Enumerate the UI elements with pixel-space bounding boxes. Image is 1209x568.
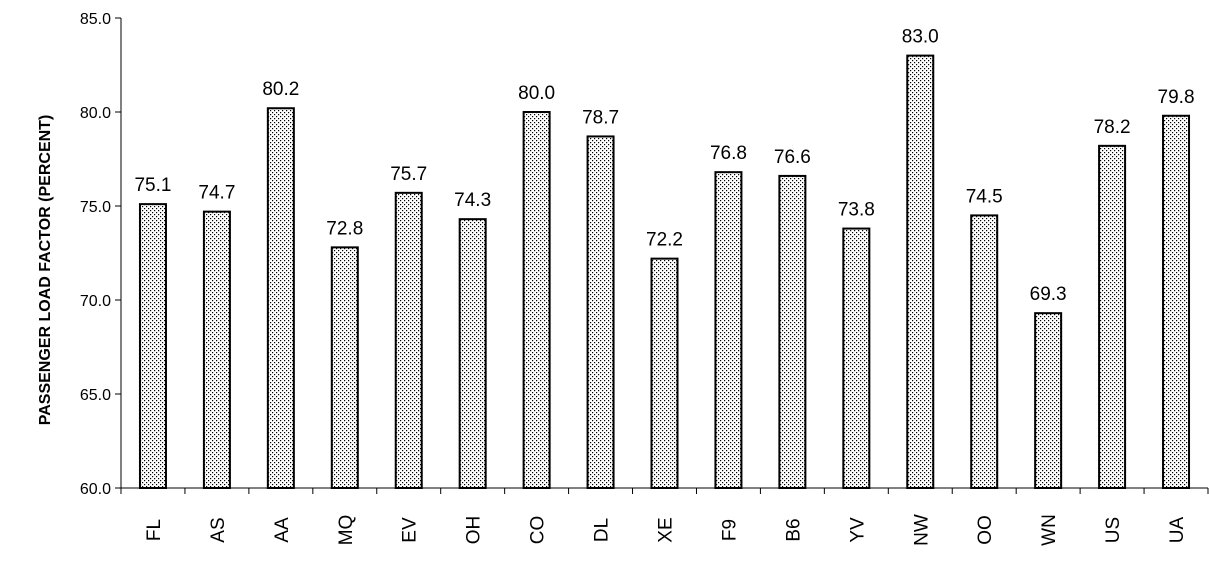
category-label: US [1103,517,1124,543]
bar [778,174,807,489]
category-label: UA [1167,516,1188,543]
data-label: 74.7 [198,183,235,204]
category-label: YV [847,517,868,543]
category-label: OH [464,516,485,545]
bar [970,214,999,489]
category-label: AA [272,517,293,543]
data-label: 83.0 [902,27,939,48]
y-tick-label: 75.0 [80,199,111,216]
bar [522,111,551,489]
category-label: EV [400,517,421,543]
category-label: XE [656,517,677,542]
category-label: B6 [783,518,804,541]
category-label: MQ [336,515,357,546]
bar [1162,114,1191,489]
bar [266,107,295,490]
data-label: 72.2 [646,230,683,251]
data-label: 75.1 [134,175,171,196]
data-labels: 75.1 74.7 80.2 72.8 75.7 74.3 80.0 78.7 72.2 76.8… [134,27,1194,306]
data-label: 74.3 [454,190,491,211]
y-tick-label: 85.0 [80,11,111,28]
data-label: 78.2 [1094,117,1131,138]
data-label: 69.3 [1030,284,1067,305]
category-label: AS [208,517,229,542]
y-axis: 60.0 65.0 70.0 75.0 80.0 85.0 [80,11,122,498]
data-label: 76.8 [710,143,747,164]
bar [586,135,615,489]
category-label: FL [144,519,165,541]
y-tick-label: 65.0 [80,387,111,404]
category-label: CO [528,516,549,545]
bar [650,257,679,490]
bar [202,210,231,489]
data-label: 72.8 [326,218,363,239]
data-label: 74.5 [966,186,1003,207]
category-label: NW [911,514,932,546]
bar [1034,312,1063,489]
category-labels: FL AS AA MQ EV OH CO DL XE F9 B6 YV NW OO WN US UA [144,514,1188,546]
y-axis-title: PASSENGER LOAD FACTOR (PERCENT) [37,115,54,426]
data-label: 80.2 [262,79,299,100]
y-tick-label: 60.0 [80,481,111,498]
bar [330,246,359,489]
bars [138,54,1191,490]
y-tick-label: 80.0 [80,105,111,122]
category-label: F9 [719,519,740,541]
bar [1098,144,1127,489]
bar [842,227,871,489]
data-label: 78.7 [582,107,619,128]
category-label: DL [592,518,613,542]
data-label: 75.7 [390,164,427,185]
data-label: 80.0 [518,83,555,104]
bar [138,203,167,489]
y-tick-label: 70.0 [80,293,111,310]
bar [394,191,423,489]
category-label: WN [1039,514,1060,546]
bar [458,218,487,489]
bar [906,54,935,489]
data-label: 79.8 [1158,87,1195,108]
bar [714,171,743,489]
data-label: 76.6 [774,147,811,168]
category-label: OO [975,515,996,545]
data-label: 73.8 [838,200,875,221]
